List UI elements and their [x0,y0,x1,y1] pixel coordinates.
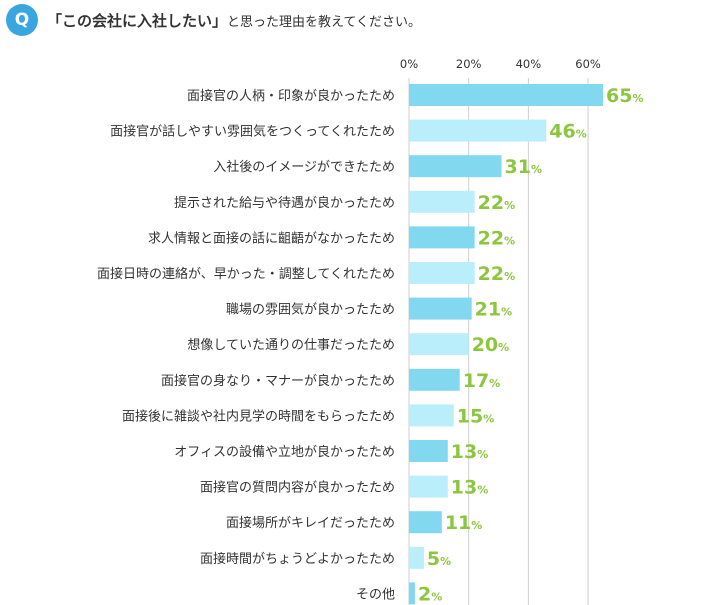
value-number: 31 [505,156,531,178]
bar [409,262,475,284]
bar [409,475,448,498]
value-percent-sign: % [431,590,442,603]
value-percent-sign: % [440,555,451,568]
value-percent-sign: % [504,234,515,247]
value-label: 65% [606,85,643,107]
category-label: 面接官の身なり・マナーが良かったため [161,373,395,389]
value-number: 20 [472,334,498,356]
value-label: 17% [463,370,500,392]
value-number: 2 [418,583,431,605]
value-number: 13 [451,477,477,499]
value-percent-sign: % [471,519,482,532]
category-label: 面接時間がちょうどよかったため [200,551,395,567]
bar [409,155,502,178]
question-rest: と思った理由を教えてください。 [227,14,421,30]
category-label: 面接後に雑談や社内見学の時間をもらったため [122,408,395,424]
bar [409,84,603,106]
value-number: 21 [475,299,501,321]
bar [409,546,424,569]
value-percent-sign: % [483,412,494,425]
value-number: 46 [549,121,575,143]
value-percent-sign: % [501,306,512,319]
value-label: 22% [478,227,515,249]
category-label: オフィスの設備や立地が良かったため [174,444,395,460]
x-tick-label: 40% [516,57,542,71]
category-label: 提示された給与や待遇が良かったため [174,195,395,211]
category-label: 面接場所がキレイだったため [226,515,395,531]
value-label: 20% [472,334,509,356]
value-label: 22% [478,192,515,214]
value-number: 11 [445,512,471,534]
value-label: 13% [451,477,488,499]
value-number: 13 [451,441,477,463]
value-label: 13% [451,441,488,463]
value-label: 31% [505,156,542,178]
value-label: 15% [457,405,494,427]
category-label: 面接官の質問内容が良かったため [200,480,395,496]
value-label: 46% [549,121,586,143]
bar [409,582,415,605]
value-percent-sign: % [477,448,488,461]
value-percent-sign: % [477,484,488,497]
value-percent-sign: % [576,128,587,141]
question-text: 「この会社に入社したい」と思った理由を教えてください。 [47,10,421,31]
value-number: 22 [478,192,504,214]
category-label: 職場の雰囲気が良かったため [226,302,395,318]
value-number: 65 [606,85,632,107]
x-tick-label: 60% [575,57,601,71]
value-label: 5% [427,548,451,570]
category-label: 面接官が話しやすい雰囲気をつくってくれたため [110,124,395,140]
bar [409,190,475,213]
category-label: 求人情報と面接の話に齟齬がなかったため [148,230,395,246]
bar [409,226,475,249]
value-percent-sign: % [498,341,509,354]
category-label: 入社後のイメージができたため [213,159,395,175]
value-label: 22% [478,263,515,285]
x-tick-label: 20% [456,57,482,71]
question-header: Q 「この会社に入社したい」と思った理由を教えてください。 [6,4,421,36]
value-number: 15 [457,405,483,427]
question-quoted: 「この会社に入社したい」 [47,11,228,30]
value-percent-sign: % [504,270,515,283]
category-label: 面接官の人柄・印象が良かったため [187,88,395,104]
bar [409,404,454,427]
value-percent-sign: % [632,92,643,105]
value-label: 11% [445,512,482,534]
bar [409,440,448,462]
value-number: 22 [478,227,504,249]
category-label: その他 [356,587,395,602]
value-number: 17 [463,370,489,392]
bar [409,119,547,142]
value-number: 22 [478,263,504,285]
q-badge: Q [6,4,38,36]
x-tick-label: 0% [400,57,418,71]
value-percent-sign: % [504,199,515,212]
bar [409,368,460,391]
bar [409,333,469,356]
value-number: 5 [427,548,440,570]
value-label: 21% [475,299,512,321]
value-label: 2% [418,583,442,605]
value-percent-sign: % [489,377,500,390]
value-percent-sign: % [531,163,542,176]
category-label: 面接日時の連絡が、早かった・調整してくれたため [97,266,395,282]
bar [409,297,472,320]
category-label: 想像していた通りの仕事だったため [187,337,395,353]
bar [409,511,442,534]
